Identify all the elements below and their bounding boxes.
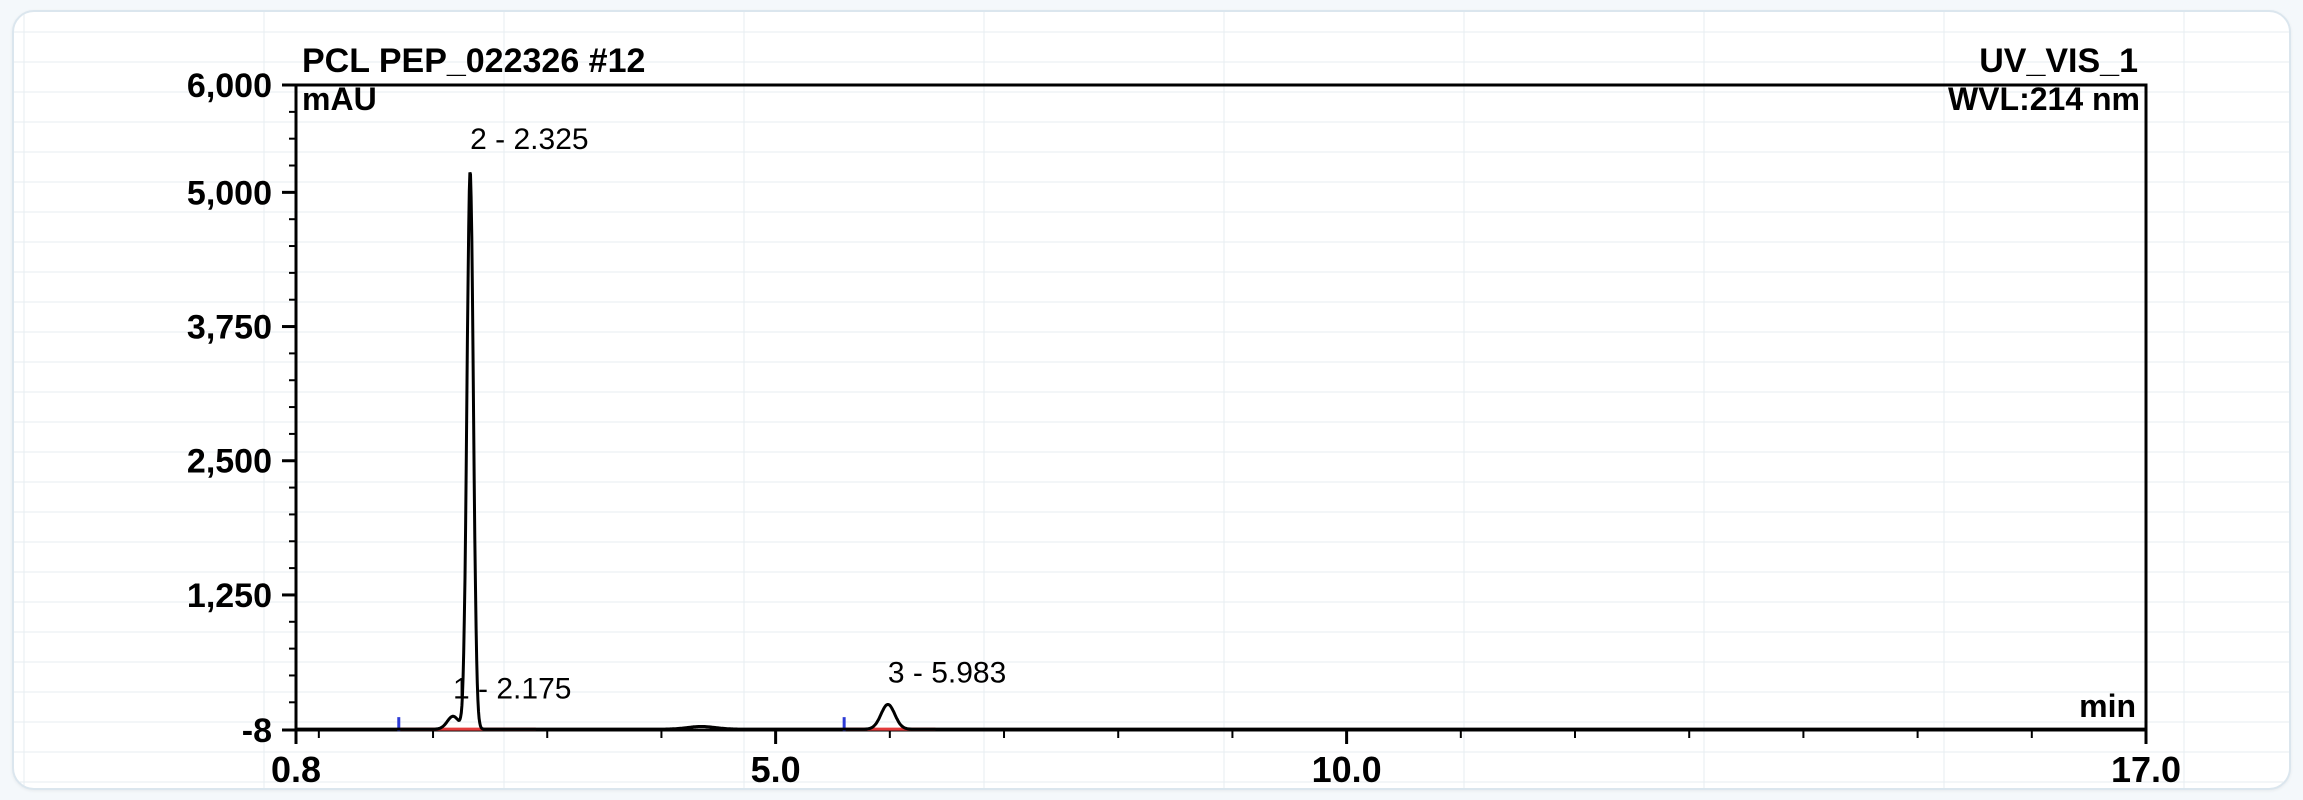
wavelength-label: WVL:214 nm — [1948, 81, 2140, 117]
peak-label: 3 - 5.983 — [888, 656, 1006, 689]
peak-label: 1 - 2.175 — [453, 672, 571, 705]
y-tick-label: 5,000 — [187, 174, 272, 212]
chart-title: PCL PEP_022326 #12 — [302, 42, 645, 80]
y-tick-label: -8 — [242, 712, 272, 750]
chart-card: 0.8 5.0 10.0 17.0 -8 1,250 2,500 3,750 5,000 6,0… — [12, 10, 2291, 790]
y-unit-label: mAU — [302, 81, 377, 117]
chromatogram-trace — [296, 171, 2146, 731]
plot-frame — [294, 83, 2148, 732]
x-tick-label: 17.0 — [2111, 749, 2181, 790]
y-tick-label: 2,500 — [187, 443, 272, 481]
x-unit-label: min — [2079, 688, 2136, 724]
x-tick-label: 10.0 — [1312, 749, 1382, 790]
x-tick-label: 0.8 — [271, 749, 321, 790]
y-tick-label: 3,750 — [187, 309, 272, 347]
y-tick-label: 6,000 — [187, 67, 272, 105]
background-grid — [14, 12, 2289, 788]
chromatogram-chart: 0.8 5.0 10.0 17.0 -8 1,250 2,500 3,750 5,000 6,0… — [187, 42, 2181, 790]
peak-label: 2 - 2.325 — [470, 123, 588, 156]
y-tick-label: 1,250 — [187, 577, 272, 615]
x-tick-label: 5.0 — [751, 749, 801, 790]
channel-label: UV_VIS_1 — [1979, 42, 2138, 80]
